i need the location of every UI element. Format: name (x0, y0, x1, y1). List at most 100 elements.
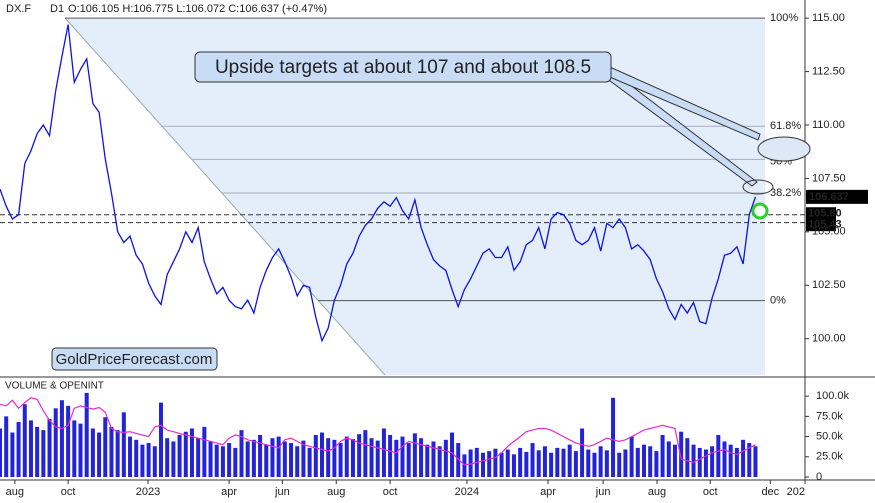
volume-bar (16, 422, 21, 477)
volume-bar (642, 444, 646, 477)
volume-bar (357, 434, 362, 477)
callout-box (194, 51, 612, 83)
volume-bar (338, 443, 343, 477)
volume-bar (227, 443, 232, 477)
volume-bar (326, 438, 331, 477)
volume-bar (511, 454, 516, 477)
volume-bar (567, 444, 572, 477)
x-tick-label: apr (540, 486, 556, 498)
volume-bar (84, 392, 89, 477)
volume-bar (202, 426, 207, 477)
volume-bar (282, 441, 287, 477)
volume-bar (462, 454, 467, 477)
x-tick-label: 202 (787, 486, 805, 498)
price-line (0, 24, 757, 343)
volume-bar (41, 430, 46, 477)
volume-bar (208, 441, 213, 477)
y-tick-label: 105.00 (812, 226, 846, 238)
x-tick-label: aug (648, 486, 666, 498)
volume-bar (679, 431, 684, 477)
volume-bar (499, 452, 504, 477)
volume-bar (159, 402, 163, 477)
volume-bar (115, 430, 120, 477)
volume-bar (703, 449, 708, 477)
volume-bar (685, 438, 690, 477)
volume-bar (22, 404, 27, 477)
volume-bar (611, 397, 616, 477)
fib-label: 0% (770, 295, 786, 307)
volume-bar (332, 439, 337, 477)
volume-bar (152, 446, 157, 477)
volume-bar (592, 452, 597, 477)
volume-bar (629, 436, 634, 477)
volume-bar (245, 441, 250, 477)
y-tick-label: 112.50 (812, 65, 845, 77)
volume-bar (747, 443, 752, 477)
volume-bar (443, 439, 448, 477)
y-tick-label: 115.00 (812, 12, 845, 24)
x-tick-label: 2024 (455, 486, 479, 498)
volume-bar (518, 447, 523, 477)
volume-bar (4, 416, 9, 477)
volume-bar (121, 412, 126, 477)
level-tag (806, 207, 836, 221)
volume-bar (66, 405, 71, 477)
x-tick-label: dec (761, 486, 779, 498)
volume-bar (307, 447, 312, 477)
volume-bar (53, 408, 58, 477)
volume-bar (549, 452, 554, 477)
watermark-box (51, 347, 218, 371)
fib-diagonal (64, 17, 386, 376)
y-tick-label: 100.0k (816, 390, 850, 402)
y-tick-label: 0 (816, 471, 822, 483)
volume-bar (214, 444, 219, 477)
volume-bar (400, 436, 405, 477)
volume-bar (251, 439, 256, 477)
volume-bar (617, 452, 622, 477)
header: DX.F D1 O:106.105 H:106.775 L:106.072 C:… (6, 3, 327, 15)
volume-bar (666, 441, 671, 477)
volume-bar (654, 451, 659, 477)
symbol: DX.F (6, 3, 31, 15)
volume-bar (28, 420, 33, 477)
y-tick-label: 75.0k (816, 410, 843, 422)
x-tick-label: aug (327, 486, 345, 498)
target-ellipse (757, 136, 811, 162)
volume-bar (419, 438, 424, 477)
volume-bar (493, 448, 498, 477)
volume-bar (78, 423, 83, 477)
volume-bar (648, 446, 653, 477)
x-tick-label: oct (383, 486, 398, 498)
watermark: GoldPriceForecast.com (56, 351, 213, 368)
volume-bar (344, 436, 349, 477)
volume-bar (128, 436, 133, 477)
support-circle (751, 202, 769, 220)
volume-bar (183, 431, 188, 477)
volume-bar (691, 444, 696, 477)
volume-bar (134, 439, 139, 477)
y-tick-label: 100.00 (812, 333, 846, 345)
volume-bar (369, 438, 374, 477)
volume-bar (536, 450, 541, 477)
volume-bar (103, 417, 108, 477)
volume-bar (320, 432, 324, 477)
volume-bar (741, 439, 746, 477)
volume-bar (660, 434, 665, 477)
x-tick-label: apr (221, 486, 237, 498)
volume-bar (239, 430, 244, 477)
volume-bar (10, 432, 15, 477)
volume-pane-title: VOLUME & OPENINT (5, 381, 104, 392)
volume-bar (301, 440, 306, 477)
fib-label: 100% (770, 12, 798, 24)
volume-bar (728, 444, 733, 477)
level-label: 105.80 (808, 208, 842, 220)
volume-bar (753, 446, 758, 477)
volume-bar (697, 447, 702, 477)
volume-bar (716, 434, 721, 477)
x-tick-label: jun (595, 486, 611, 498)
volume-bar (0, 428, 2, 477)
volume-bar (555, 447, 560, 477)
volume-bar (561, 448, 566, 477)
volume-bar (580, 428, 585, 477)
volume-bar (394, 439, 399, 477)
